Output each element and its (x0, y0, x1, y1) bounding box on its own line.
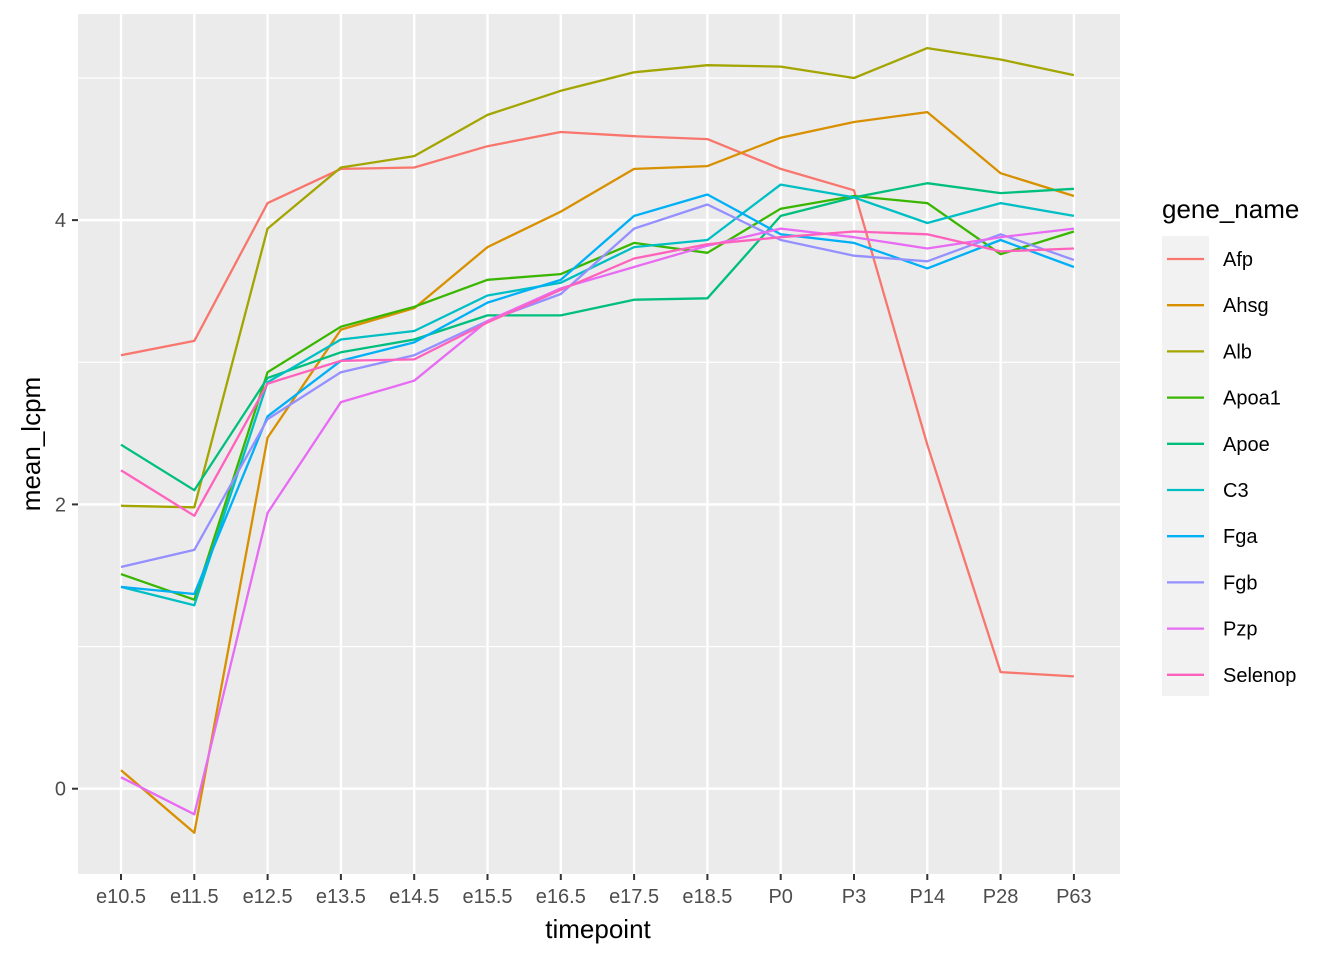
legend-label-alb: Alb (1223, 341, 1252, 363)
legend-title: gene_name (1162, 194, 1299, 224)
y-tick-label: 4 (55, 210, 66, 232)
x-tick-label: e13.5 (316, 886, 366, 908)
x-tick-label: e15.5 (462, 886, 512, 908)
series-line-pzp (120, 227, 1075, 816)
legend-label-afp: Afp (1223, 249, 1253, 271)
series-line-apoe (120, 182, 1074, 492)
x-tick-label: e12.5 (243, 886, 293, 908)
x-tick-label: e18.5 (682, 886, 732, 908)
legend-label-fgb: Fgb (1223, 572, 1257, 594)
legend: gene_name Afp Ahsg Alb Apoa1 Apoe C3 Fga Fgb Pzp… (1162, 194, 1299, 696)
x-tick-label: e11.5 (170, 886, 219, 908)
series-line-c3 (120, 183, 1075, 607)
series-line-alb (120, 46, 1075, 509)
legend-label-c3: C3 (1223, 480, 1249, 502)
x-axis-ticks: e10.5 e11.5 e12.5 e13.5 e14.5 e15.5 e16.5 e17.5… (96, 874, 1092, 908)
y-axis-label: mean_lcpm (16, 377, 46, 511)
x-tick-label: P14 (910, 886, 946, 908)
series-line-afp (120, 130, 1074, 678)
x-axis-label: timepoint (545, 914, 651, 944)
legend-label-pzp: Pzp (1223, 619, 1257, 641)
legend-label-apoa1: Apoa1 (1223, 388, 1281, 410)
series-line-ahsg (120, 110, 1075, 834)
x-tick-label: e17.5 (609, 886, 659, 908)
legend-label-selenop: Selenop (1223, 665, 1296, 687)
grid-minor (78, 77, 1120, 648)
grid-major (78, 14, 1120, 874)
legend-label-ahsg: Ahsg (1223, 295, 1269, 317)
x-tick-label: e16.5 (536, 886, 586, 908)
series-layer (120, 46, 1075, 834)
y-tick-label: 2 (55, 494, 66, 516)
legend-label-fga: Fga (1223, 526, 1258, 548)
plot-panel (78, 14, 1120, 874)
x-tick-label: e10.5 (96, 886, 146, 908)
y-tick-label: 0 (55, 779, 66, 801)
x-tick-label: P28 (983, 886, 1019, 908)
series-line-apoa1 (120, 194, 1075, 601)
legend-keys-background (1162, 236, 1209, 696)
x-tick-label: P63 (1056, 886, 1092, 908)
y-axis-ticks: 0 2 4 (55, 210, 78, 801)
x-tick-label: e14.5 (389, 886, 439, 908)
x-tick-label: P3 (842, 886, 866, 908)
series-line-fga (120, 193, 1075, 596)
series-line-fgb (120, 203, 1075, 569)
series-line-selenop (120, 230, 1074, 517)
legend-label-apoe: Apoe (1223, 434, 1270, 456)
x-tick-label: P0 (768, 886, 792, 908)
